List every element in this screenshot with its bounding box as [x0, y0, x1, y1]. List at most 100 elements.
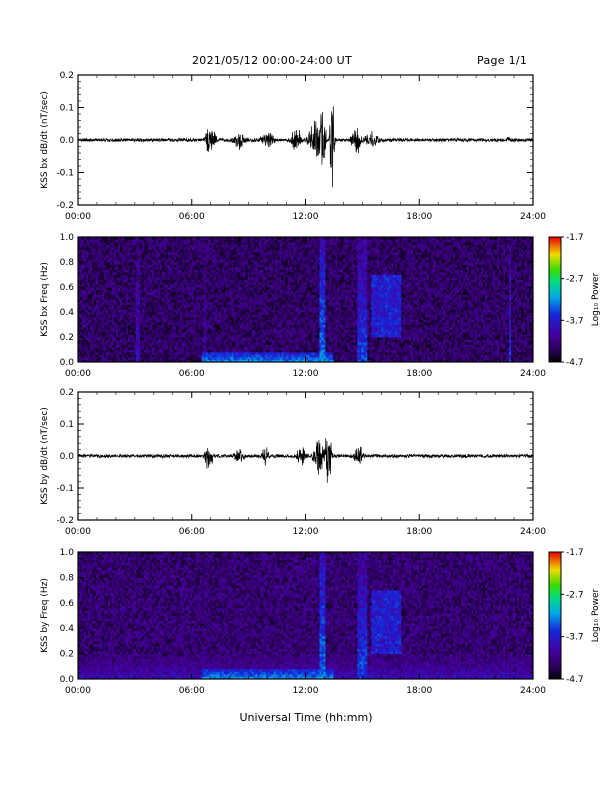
heatmap-cell	[113, 339, 117, 343]
heatmap-cell	[231, 349, 235, 353]
heatmap-cell	[159, 294, 163, 298]
heatmap-cell	[123, 269, 127, 273]
heatmap-cell	[117, 279, 121, 283]
heatmap-cell	[137, 237, 141, 240]
heatmap-cell	[161, 334, 165, 338]
heatmap-cell	[169, 349, 173, 353]
heatmap-cell	[97, 259, 101, 263]
heatmap-cell	[109, 327, 113, 330]
heatmap-cell	[119, 287, 123, 290]
heatmap-cell	[141, 312, 145, 315]
heatmap-cell	[209, 342, 213, 345]
heatmap-cell	[183, 287, 187, 290]
heatmap-cell	[215, 292, 219, 295]
heatmap-cell	[217, 309, 221, 313]
heatmap-cell	[80, 267, 83, 270]
heatmap-cell	[217, 282, 221, 285]
heatmap-cell	[167, 342, 171, 345]
heatmap-cell	[123, 309, 127, 313]
heatmap-cell	[159, 262, 163, 265]
heatmap-cell	[223, 292, 227, 295]
heatmap-cell	[181, 302, 185, 305]
heatmap-cell	[217, 242, 221, 245]
heatmap-cell	[133, 257, 137, 260]
heatmap-cell	[191, 272, 195, 275]
heatmap-cell	[227, 254, 231, 258]
heatmap-cell	[183, 314, 187, 318]
heatmap-cell	[189, 279, 193, 283]
heatmap-cell	[78, 324, 81, 328]
heatmap-cell	[201, 284, 205, 288]
heatmap-cell	[89, 252, 93, 255]
heatmap-cell	[223, 337, 227, 340]
heatmap-cell	[78, 352, 81, 355]
heatmap-cell	[211, 237, 215, 240]
heatmap-cell	[105, 294, 109, 298]
heatmap-cell	[185, 267, 189, 270]
heatmap-cell	[149, 327, 153, 330]
heatmap-cell	[155, 269, 159, 273]
heatmap-cell	[187, 337, 191, 340]
heatmap-cell	[187, 269, 191, 273]
heatmap-cell	[107, 237, 111, 240]
heatmap-cell	[179, 269, 183, 273]
heatmap-cell	[85, 349, 89, 353]
heatmap-cell	[139, 242, 143, 245]
heatmap-cell	[103, 342, 107, 345]
heatmap-cell	[113, 247, 117, 250]
y-tick-label: 0.0	[60, 136, 75, 146]
heatmap-cell	[123, 279, 127, 283]
heatmap-cell	[161, 314, 165, 318]
heatmap-cell	[155, 287, 159, 290]
heatmap-cell	[141, 349, 145, 353]
heatmap-cell	[189, 287, 193, 290]
heatmap-cell	[199, 349, 203, 353]
heatmap-cell	[159, 352, 163, 355]
heatmap-cell	[95, 349, 99, 353]
heatmap-cell	[80, 347, 83, 350]
heatmap-cell	[179, 347, 183, 350]
heatmap-cell	[127, 242, 131, 245]
heatmap-cell	[101, 262, 105, 265]
heatmap-cell	[119, 247, 123, 250]
heatmap-cell	[93, 292, 97, 295]
heatmap-cell	[133, 317, 137, 320]
heatmap-cell	[87, 252, 91, 255]
heatmap-cell	[231, 357, 235, 360]
heatmap-cell	[191, 352, 195, 355]
heatmap-cell	[219, 269, 223, 273]
heatmap-cell	[93, 269, 97, 273]
heatmap-cell	[195, 237, 199, 240]
heatmap-cell	[89, 294, 93, 298]
heatmap-cell	[139, 294, 143, 298]
heatmap-cell	[137, 272, 141, 275]
heatmap-cell	[205, 304, 209, 308]
heatmap-cell	[131, 359, 135, 363]
heatmap-cell	[129, 317, 133, 320]
heatmap-cell	[101, 249, 105, 253]
heatmap-cell	[133, 354, 137, 358]
heatmap-cell	[125, 242, 129, 245]
heatmap-cell	[217, 319, 221, 323]
heatmap-cell	[151, 267, 155, 270]
heatmap-cell	[129, 282, 133, 285]
heatmap-cell	[117, 237, 121, 240]
heatmap-cell	[179, 352, 183, 355]
heatmap-cell	[83, 327, 87, 330]
heatmap-cell	[81, 259, 85, 263]
heatmap-cell	[177, 324, 181, 328]
heatmap-cell	[231, 342, 235, 345]
heatmap-cell	[221, 319, 225, 323]
heatmap-cell	[105, 252, 109, 255]
heatmap-cell	[213, 269, 217, 273]
heatmap-cell	[107, 269, 111, 273]
heatmap-cell	[221, 309, 225, 313]
heatmap-cell	[203, 307, 207, 310]
heatmap-cell	[201, 357, 205, 360]
heatmap-cell	[83, 334, 87, 338]
heatmap-cell	[217, 262, 221, 265]
heatmap-cell	[121, 244, 125, 248]
heatmap-cell	[223, 359, 227, 363]
heatmap-cell	[99, 274, 103, 278]
